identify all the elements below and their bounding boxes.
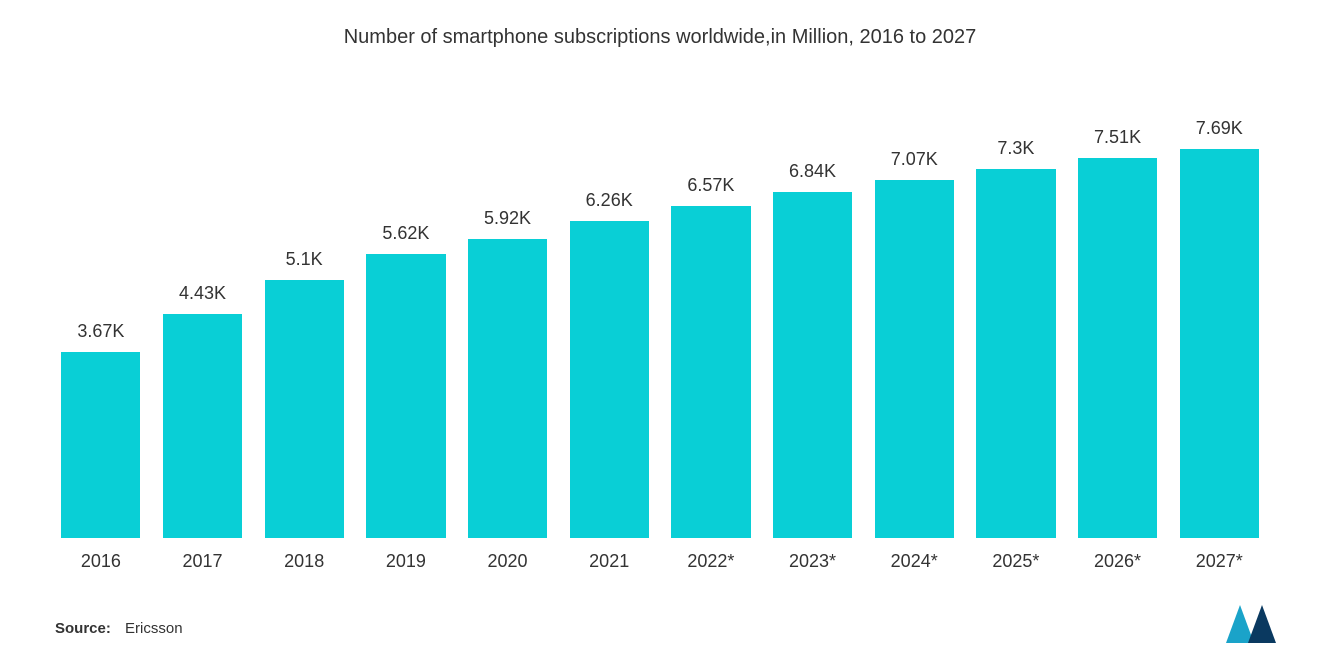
bar: [875, 180, 954, 538]
bar-value-label: 6.57K: [687, 175, 734, 196]
x-tick-label: 2024*: [863, 551, 965, 572]
bar-value-label: 7.07K: [891, 149, 938, 170]
bar-group: 7.07K: [863, 79, 965, 538]
x-tick-label: 2022*: [660, 551, 762, 572]
bar-group: 6.26K: [558, 79, 660, 538]
x-tick-label: 2017: [152, 551, 254, 572]
bar-group: 4.43K: [152, 79, 254, 538]
x-tick-label: 2026*: [1067, 551, 1169, 572]
logo-tri-left: [1226, 605, 1254, 643]
bar-value-label: 5.62K: [382, 223, 429, 244]
x-axis: 2016201720182019202020212022*2023*2024*2…: [40, 539, 1280, 572]
bar: [468, 239, 547, 538]
bar-value-label: 6.84K: [789, 161, 836, 182]
bar-value-label: 5.92K: [484, 208, 531, 229]
bar-value-label: 7.51K: [1094, 127, 1141, 148]
bar: [570, 221, 649, 538]
bar-value-label: 6.26K: [586, 190, 633, 211]
source-label: Source:: [55, 620, 111, 637]
bar-value-label: 3.67K: [77, 321, 124, 342]
brand-logo-icon: [1226, 605, 1280, 643]
chart-title: Number of smartphone subscriptions world…: [40, 26, 1280, 49]
bar-group: 3.67K: [50, 79, 152, 538]
plot-area: 3.67K 4.43K 5.1K 5.62K 5.92K 6.26K 6.57K 6.84K 7…: [40, 79, 1280, 539]
x-tick-label: 2027*: [1168, 551, 1270, 572]
bar: [1180, 149, 1259, 538]
x-tick-label: 2021: [558, 551, 660, 572]
bar: [265, 280, 344, 538]
bar: [1078, 158, 1157, 538]
bar: [773, 192, 852, 538]
bar-group: 6.57K: [660, 79, 762, 538]
bar-group: 7.51K: [1067, 79, 1169, 538]
source-line: Source: Ericsson: [55, 620, 183, 637]
bar: [366, 254, 445, 538]
bar-group: 6.84K: [762, 79, 864, 538]
bar: [976, 169, 1055, 538]
bar-value-label: 7.69K: [1196, 118, 1243, 139]
x-tick-label: 2025*: [965, 551, 1067, 572]
bar-value-label: 7.3K: [997, 138, 1034, 159]
x-tick-label: 2018: [253, 551, 355, 572]
source-name: Ericsson: [125, 620, 183, 637]
bar-value-label: 4.43K: [179, 283, 226, 304]
bar-group: 7.69K: [1168, 79, 1270, 538]
bar-value-label: 5.1K: [286, 249, 323, 270]
bar-group: 7.3K: [965, 79, 1067, 538]
x-tick-label: 2023*: [762, 551, 864, 572]
bar-group: 5.92K: [457, 79, 559, 538]
x-tick-label: 2019: [355, 551, 457, 572]
bar: [671, 206, 750, 538]
bar: [163, 314, 242, 538]
x-tick-label: 2020: [457, 551, 559, 572]
x-tick-label: 2016: [50, 551, 152, 572]
logo-tri-right: [1248, 605, 1276, 643]
bar: [61, 352, 140, 538]
chart-container: Number of smartphone subscriptions world…: [0, 0, 1320, 665]
bar-group: 5.1K: [253, 79, 355, 538]
bar-group: 5.62K: [355, 79, 457, 538]
